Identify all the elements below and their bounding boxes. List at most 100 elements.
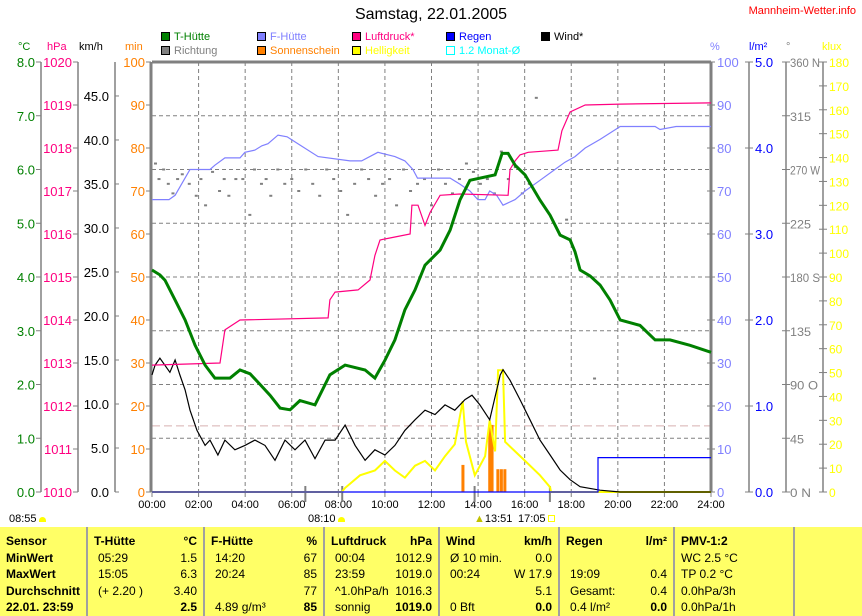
cell-label: 22.01. 23:59 [6, 600, 74, 614]
table-cell: 00:04 1012.9 [331, 550, 432, 566]
cell-label: Gesamt: [570, 583, 616, 598]
legend-swatch [161, 46, 170, 55]
axis-tick-label: 90 O [790, 379, 818, 393]
cell-value: 1016.3 [395, 583, 432, 598]
sunrise-time: 08:10 [308, 513, 345, 525]
table-cell: 19:09 0.4 [566, 566, 667, 582]
axis-tick-label: 45 [790, 432, 804, 446]
wind-direction-dot [360, 168, 364, 171]
legend-item: Richtung [161, 45, 217, 57]
axis-tick-label: 1011 [44, 442, 72, 457]
table-column [795, 527, 862, 616]
table-cell: MaxWert [6, 566, 80, 582]
wind-direction-dot [241, 178, 245, 181]
axis-tick-label: 120 [829, 199, 849, 213]
axis-tick-label: 130 [829, 175, 849, 189]
axis-tick-label: 160 [829, 104, 849, 118]
wind-direction-dot [367, 178, 371, 181]
legend-label: Sonnenschein [270, 45, 340, 57]
cell-label: (+ 2.20 ) [98, 583, 144, 598]
axis-tick-label: 50 [131, 270, 145, 285]
cell-label: 15:05 [98, 567, 129, 581]
axis-tick-label: 140 [829, 152, 849, 166]
table-cell [801, 550, 856, 566]
axis-tick-label: 360 N [790, 56, 820, 70]
table-cell: sonnig 1019.0 [331, 599, 432, 615]
axis-tick-label: 35.0 [84, 177, 109, 192]
table-column: Regen l/m² 19:09 0.4 Gesamt: 0.4 0.4 l/m² 0.0 [560, 527, 675, 616]
wind-direction-dot [534, 96, 538, 99]
legend-label: Richtung [174, 45, 218, 57]
cell-value: W 17.9 [513, 567, 552, 581]
axis-tick-label: 40 [717, 313, 731, 328]
axis-tick-label: 45.0 [84, 89, 109, 104]
cell-label: 0.0hPa/3h [681, 583, 736, 598]
axis-unit-percent: % [710, 41, 720, 53]
legend-item: Wind* [541, 31, 583, 43]
event2-text: 17:05 [518, 513, 546, 525]
legend-swatch [352, 46, 361, 55]
series-line-wind [151, 357, 711, 493]
cell-value: % [306, 534, 317, 548]
wind-direction-dot [402, 168, 406, 171]
axis-tick-label: 0.0 [755, 485, 773, 500]
table-cell: Ø 10 min. 0.0 [446, 550, 552, 566]
table-cell: 23:59 1019.0 [331, 566, 432, 582]
legend-swatch [161, 32, 170, 41]
cell-label: TP 0.2 °C [681, 567, 733, 581]
table-header-cell: T-Hütte °C [94, 533, 197, 549]
axis-tick-label: 7.0 [17, 109, 35, 124]
page-title: Samstag, 22.01.2005 [354, 6, 508, 23]
summary-table: Sensor MinWert MaxWert Durchschnitt 22.01. 2… [0, 527, 862, 616]
axis-tick-label: 70 [131, 184, 145, 199]
x-tick-label: 02:00 [185, 499, 213, 511]
wind-direction-dot [436, 168, 440, 171]
wind-direction-dot [409, 190, 413, 192]
legend-item: 1.2 Monat-Ø [446, 45, 520, 57]
event1-time: ▲13:51 [474, 513, 512, 525]
axis-tick-label: 20.0 [84, 309, 109, 324]
axis-tick-label: 110 [829, 223, 848, 237]
wind-direction-dot [234, 178, 238, 181]
cell-label: sonnig [335, 600, 371, 614]
wind-direction-dot [339, 190, 343, 192]
axis-tick-label: 60 [131, 227, 145, 242]
legend-swatch [352, 32, 361, 41]
axis-tick-label: 6.0 [17, 163, 35, 178]
wind-direction-dot [283, 182, 287, 185]
wind-direction-dot [157, 178, 161, 181]
wind-direction-dot [153, 162, 157, 165]
table-column: PMV-1:2 WC 2.5 °C TP 0.2 °C 0.0hPa/3h 0.0hPa… [675, 527, 795, 616]
cell-value: km/h [523, 534, 552, 548]
axis-tick-label: 4.0 [17, 270, 35, 285]
axis-tick-label: 5.0 [755, 55, 773, 70]
site-link[interactable]: Mannheim-Wetter.info [748, 5, 856, 17]
cell-value: 5.1 [535, 583, 552, 598]
cell-label: 20:24 [215, 567, 246, 581]
wind-direction-dot [471, 170, 475, 173]
table-cell: 77 [211, 583, 317, 599]
wind-direction-dot [276, 168, 280, 171]
axis-tick-label: 20 [131, 399, 145, 414]
cell-label: MaxWert [6, 567, 56, 581]
legend-item: T-Hütte [161, 31, 210, 43]
axis-tick-label: 0 [829, 486, 836, 500]
wind-direction-dot [264, 178, 268, 181]
wind-direction-dot [464, 162, 468, 165]
wind-direction-dot [199, 178, 203, 181]
table-cell: Gesamt: 0.4 [566, 583, 667, 599]
legend-label: Regen [459, 31, 492, 43]
wind-direction-dot [162, 168, 166, 171]
table-cell [801, 566, 856, 582]
weather-chart: °C0.01.02.03.04.05.06.07.08.0hPa10101011… [17, 41, 849, 511]
axis-tick-label: 4.0 [755, 141, 773, 156]
wind-direction-dot [218, 190, 222, 192]
axis-tick-label: 0 N [790, 486, 811, 500]
x-tick-label: 10:00 [371, 499, 399, 511]
legend-label: T-Hütte [174, 31, 211, 43]
cell-label: 0.0hPa/1h [681, 600, 736, 614]
table-column: F-Hütte% 14:20 67 20:24 85 77 4.89 g/m³ 85 [205, 527, 325, 616]
axis-tick-label: 10.0 [84, 397, 109, 412]
cell-value: hPa [409, 534, 432, 548]
axis-tick-label: 270 W [790, 164, 821, 178]
